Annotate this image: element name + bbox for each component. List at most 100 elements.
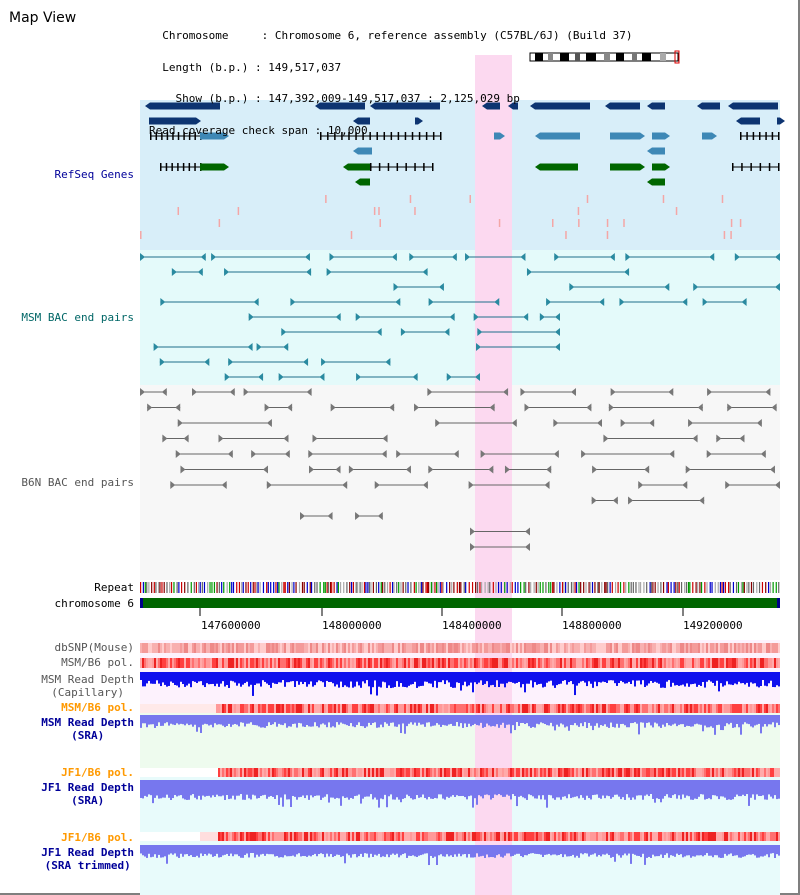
jf1-pol-2-bin <box>622 832 624 841</box>
jf1-sra-depth-bar <box>534 780 536 799</box>
msm-pol-sra-bin <box>454 704 456 713</box>
refseq-marker <box>606 219 609 227</box>
jf1-sra-depth-bar <box>620 780 622 800</box>
jf1-pol-bin <box>510 768 512 777</box>
jf1-pol-2-bin <box>564 832 566 841</box>
msm-sra-depth-bar <box>530 715 532 728</box>
msm-pol-bin <box>170 658 172 668</box>
jf1-sra-depth-bar <box>442 780 444 799</box>
jf1-trimmed-depth-bar <box>250 845 252 854</box>
msm-pol-sra-bin <box>196 704 198 713</box>
repeat-element <box>714 582 716 593</box>
jf1-pol-bin <box>304 768 306 777</box>
msm-pol-bin <box>446 658 448 668</box>
msm-sra-depth-bar <box>286 715 288 728</box>
jf1-pol-bin <box>686 768 688 777</box>
dbsnp-label[interactable]: dbSNP(Mouse) <box>54 641 134 654</box>
msm-pol-sra-bin <box>292 704 294 713</box>
bac-end-marker <box>771 403 777 412</box>
msm-pol-bin <box>552 658 554 668</box>
msm-pol-sra-bin <box>690 704 692 713</box>
jf1-pol-bin <box>440 768 442 777</box>
jf1-pol-bin <box>770 768 772 777</box>
msm-capillary-depth-bar <box>152 672 154 684</box>
msm-capillary-depth-bar <box>536 672 538 685</box>
jf1-pol-2-bin <box>624 832 626 841</box>
dbsnp-bin <box>666 643 668 653</box>
jf1-pol-2-bin <box>386 832 388 841</box>
jf1-sra-depth-bar <box>464 780 466 798</box>
jf1-pol-bin <box>572 768 574 777</box>
msm-read-depth-capillary-label[interactable]: MSM Read Depth (Capillary) <box>41 673 134 699</box>
msm-sra-depth-bar <box>416 715 418 726</box>
dbsnp-bin <box>404 643 406 653</box>
repeat-element <box>765 582 767 593</box>
jf1-pol-bin <box>154 768 156 777</box>
msm-pol-sra-bin <box>166 704 168 713</box>
msm-capillary-depth-bar <box>622 672 624 683</box>
msm-bac-end-pairs-label[interactable]: MSM BAC end pairs <box>21 311 134 324</box>
jf1-pol-bin <box>168 768 170 777</box>
jf1-pol-2-bin <box>454 832 456 841</box>
msm-capillary-depth-bar <box>708 672 710 681</box>
msm-capillary-depth-bar <box>366 672 368 681</box>
refseq-genes-label[interactable]: RefSeq Genes <box>54 168 134 181</box>
msm-sra-depth-bar <box>304 715 306 727</box>
jf1-pol-2-bin <box>576 832 578 841</box>
dbsnp-bin <box>386 643 388 653</box>
bac-end-marker <box>253 298 259 306</box>
msm-read-depth-sra-label[interactable]: MSM Read Depth (SRA) <box>41 716 134 742</box>
bac-end-marker <box>290 298 296 306</box>
msm-pol-bin <box>348 658 350 668</box>
dbsnp-bin <box>686 643 688 653</box>
msm-capillary-depth-bar <box>440 672 442 683</box>
jf1-read-depth-sra-label[interactable]: JF1 Read Depth (SRA) <box>41 781 134 807</box>
jf1-trimmed-depth-bar <box>338 845 340 855</box>
repeat-element <box>184 582 186 593</box>
jf1-pol-bin <box>266 768 268 777</box>
jf1-trimmed-depth-bar <box>354 845 356 854</box>
repeat-element <box>288 582 291 593</box>
b6n-bac-end-pairs-label[interactable]: B6N BAC end pairs <box>21 476 134 489</box>
msm-pol-bin <box>610 658 612 668</box>
jf1-pol-2-bin <box>142 832 144 841</box>
jf1-pol-2-bin <box>404 832 406 841</box>
jf1-b6-pol-label[interactable]: JF1/B6 pol. <box>61 766 134 779</box>
msm-capillary-depth-bar <box>750 672 752 683</box>
bac-end-marker <box>489 403 495 412</box>
repeat-element <box>704 582 706 593</box>
jf1-trimmed-depth-bar <box>302 845 304 856</box>
msm-sra-depth-bar <box>488 715 490 726</box>
jf1-trimmed-depth-bar <box>666 845 668 854</box>
jf1-pol-bin <box>214 768 216 777</box>
msm-b6-pol-sra-label[interactable]: MSM/B6 pol. <box>61 701 134 714</box>
msm-b6-pol-label[interactable]: MSM/B6 pol. <box>61 656 134 669</box>
msm-pol-bin <box>228 658 230 668</box>
repeat-element <box>666 582 668 593</box>
jf1-sra-depth-bar <box>406 780 408 795</box>
msm-pol-bin <box>598 658 600 668</box>
msm-sra-depth-bar <box>448 715 450 725</box>
msm-pol-bin <box>680 658 682 668</box>
jf1-read-depth-trimmed-label[interactable]: JF1 Read Depth (SRA trimmed) <box>41 846 134 872</box>
msm-capillary-depth-bar <box>720 672 722 684</box>
dbsnp-bin <box>714 643 716 653</box>
jf1-b6-pol-2-label[interactable]: JF1/B6 pol. <box>61 831 134 844</box>
jf1-trimmed-depth-bar <box>378 845 380 854</box>
msm-sra-depth-bar <box>474 715 476 724</box>
msm-pol-bin <box>152 658 154 668</box>
dbsnp-bin <box>344 643 346 653</box>
jf1-pol-2-bin <box>716 832 718 841</box>
jf1-pol-bin <box>196 768 198 777</box>
repeat-element <box>144 582 146 593</box>
bac-end-marker <box>775 283 780 291</box>
jf1-trimmed-depth-bar <box>174 845 176 854</box>
jf1-pol-bin <box>578 768 580 777</box>
bac-end-marker <box>553 450 559 458</box>
msm-sra-depth-bar <box>546 715 548 726</box>
chromosome-key: Chromosome <box>162 29 229 42</box>
jf1-pol-2-bin <box>352 832 354 841</box>
repeat-element <box>231 582 233 593</box>
jf1-sra-depth-bar <box>416 780 418 796</box>
